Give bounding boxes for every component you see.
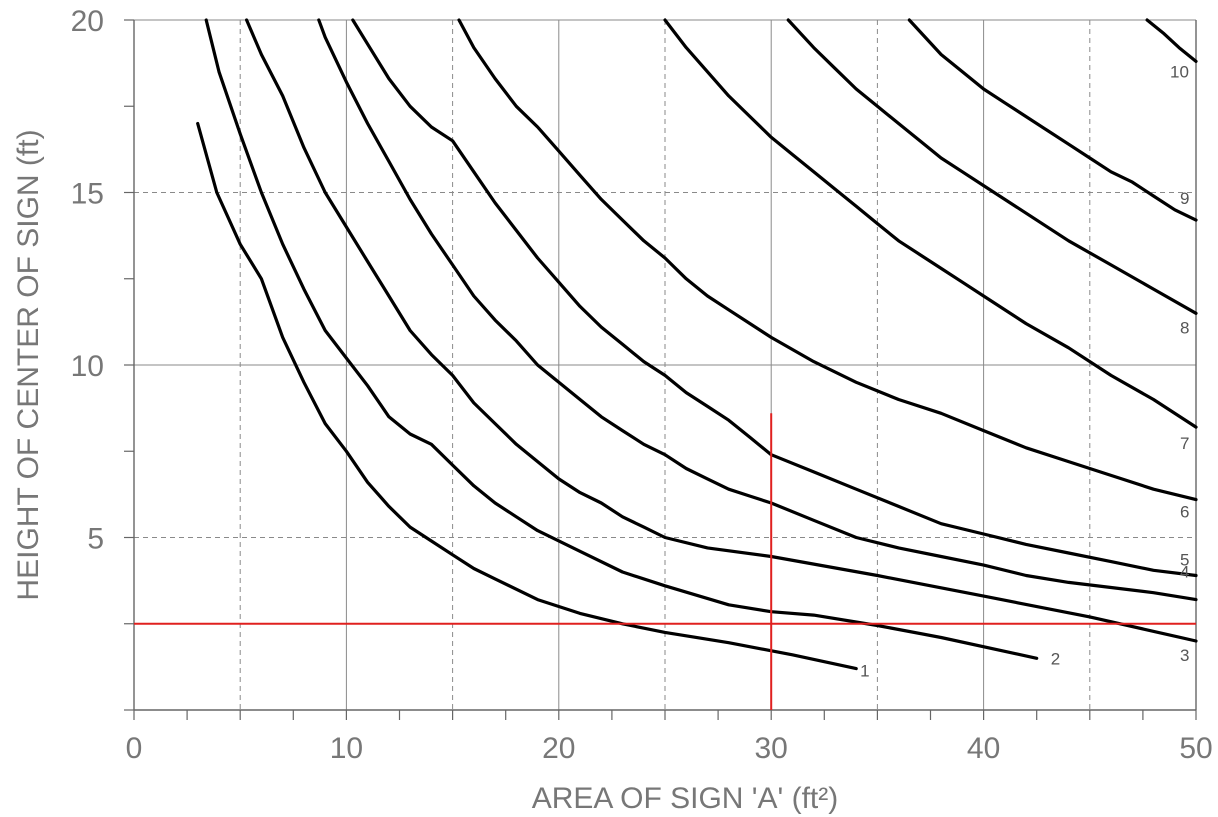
y-tick-label: 10: [71, 350, 104, 383]
x-tick-label: 40: [967, 732, 1000, 765]
curve-6: [457, 18, 1198, 502]
curve-5: [351, 18, 1198, 578]
y-tick-label: 20: [71, 5, 104, 38]
x-tick-label: 20: [542, 732, 575, 765]
curve-1: [196, 121, 858, 671]
x-tick-label: 50: [1179, 732, 1212, 765]
curve-label-8: 8: [1180, 318, 1189, 337]
axes: [124, 19, 1197, 720]
curve-4: [317, 18, 1198, 602]
curve-2: [204, 18, 1039, 660]
curve-label-3: 3: [1180, 646, 1189, 665]
x-tick-label: 30: [755, 732, 788, 765]
curve-label-5: 5: [1180, 550, 1189, 569]
curve-9: [907, 18, 1198, 222]
y-axis-label: HEIGHT OF CENTER OF SIGN (ft): [12, 129, 45, 600]
curve-8: [786, 18, 1198, 315]
curve-label-6: 6: [1180, 503, 1189, 522]
x-axis-label: AREA OF SIGN 'A' (ft²): [532, 782, 839, 815]
curve-3: [245, 18, 1198, 643]
x-tick-label: 10: [330, 732, 363, 765]
x-tick-label: 0: [126, 732, 143, 765]
curve-label-2: 2: [1051, 649, 1060, 668]
curve-7: [663, 18, 1198, 429]
y-tick-label: 5: [87, 523, 104, 556]
series-layer: [196, 18, 1198, 671]
reference-lines: [134, 413, 1196, 710]
curve-10: [1145, 18, 1198, 63]
curve-label-10: 10: [1170, 62, 1189, 81]
curve-label-1: 1: [860, 662, 869, 681]
y-tick-label: 15: [71, 178, 104, 211]
curve-label-9: 9: [1180, 189, 1189, 208]
curve-label-7: 7: [1180, 434, 1189, 453]
curve-label-4: 4: [1180, 563, 1189, 582]
